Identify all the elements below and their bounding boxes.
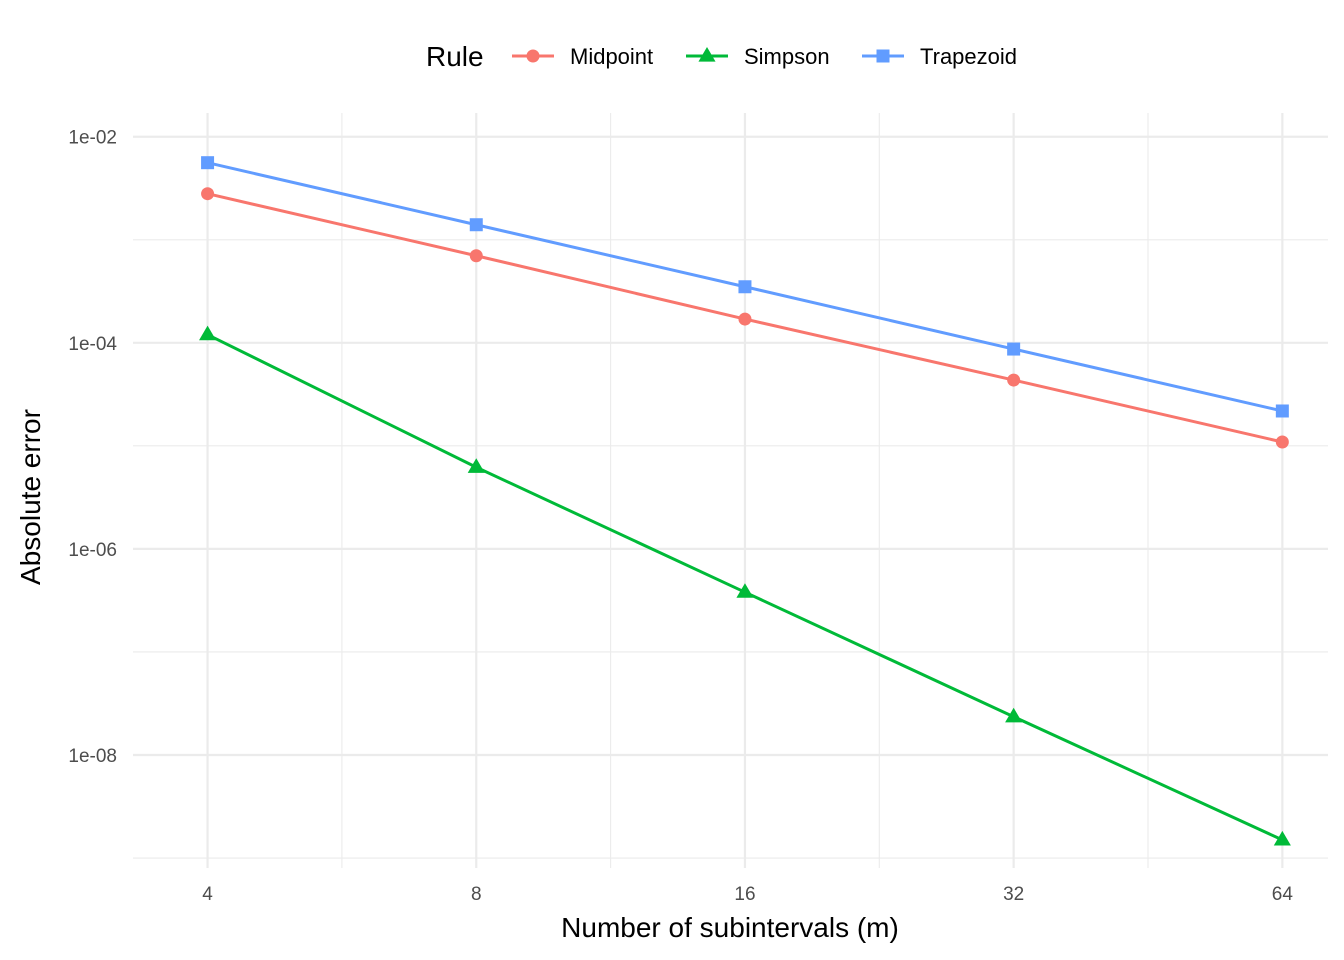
simpson-point — [1273, 830, 1291, 846]
simpson-point — [467, 458, 485, 473]
simpson-point — [199, 325, 217, 341]
x-tick-label: 16 — [734, 884, 755, 905]
grid — [133, 113, 1328, 868]
trapezoid-point — [201, 156, 215, 170]
legend-title: Rule — [426, 41, 484, 72]
midpoint-point — [738, 312, 752, 326]
y-tick-label: 1e-02 — [68, 128, 117, 149]
x-tick-label: 4 — [202, 884, 213, 905]
legend-item-simpson: Simpson — [686, 44, 830, 69]
x-tick-label: 8 — [471, 884, 482, 905]
trapezoid-point — [738, 280, 752, 294]
y-tick-label: 1e-06 — [68, 540, 117, 561]
legend-label-trapezoid: Trapezoid — [920, 44, 1017, 69]
y-tick-label: 1e-08 — [68, 746, 117, 767]
trapezoid-point — [1007, 342, 1021, 356]
midpoint-point — [1275, 435, 1289, 449]
series-midpoint — [201, 187, 1289, 449]
x-axis-ticks: 4 8 16 32 64 — [202, 884, 1293, 905]
legend-label-midpoint: Midpoint — [570, 44, 653, 69]
trapezoid-point — [469, 218, 483, 232]
y-axis-title: Absolute error — [15, 409, 46, 585]
legend-key-marker — [876, 49, 890, 63]
legend-item-midpoint: Midpoint — [512, 44, 653, 69]
x-axis-title: Number of subintervals (m) — [561, 912, 899, 943]
simpson-point — [1005, 707, 1023, 723]
midpoint-point — [469, 249, 483, 263]
series-layer — [199, 156, 1291, 846]
midpoint-point — [1007, 373, 1021, 387]
legend-key-marker — [526, 49, 540, 63]
midpoint-point — [201, 187, 215, 201]
simpson-point — [736, 583, 754, 598]
x-tick-label: 64 — [1272, 884, 1294, 905]
trapezoid-point — [1275, 404, 1289, 418]
y-axis-ticks: 1e-08 1e-06 1e-04 1e-02 — [68, 128, 117, 767]
legend-label-simpson: Simpson — [744, 44, 830, 69]
legend-key-marker — [698, 47, 716, 62]
x-tick-label: 32 — [1003, 884, 1024, 905]
legend: Rule Midpoint Simpson Trapezoid — [426, 41, 1017, 72]
series-simpson — [199, 325, 1291, 846]
legend-item-trapezoid: Trapezoid — [862, 44, 1017, 69]
y-tick-label: 1e-04 — [68, 334, 117, 355]
series-trapezoid — [201, 156, 1289, 418]
